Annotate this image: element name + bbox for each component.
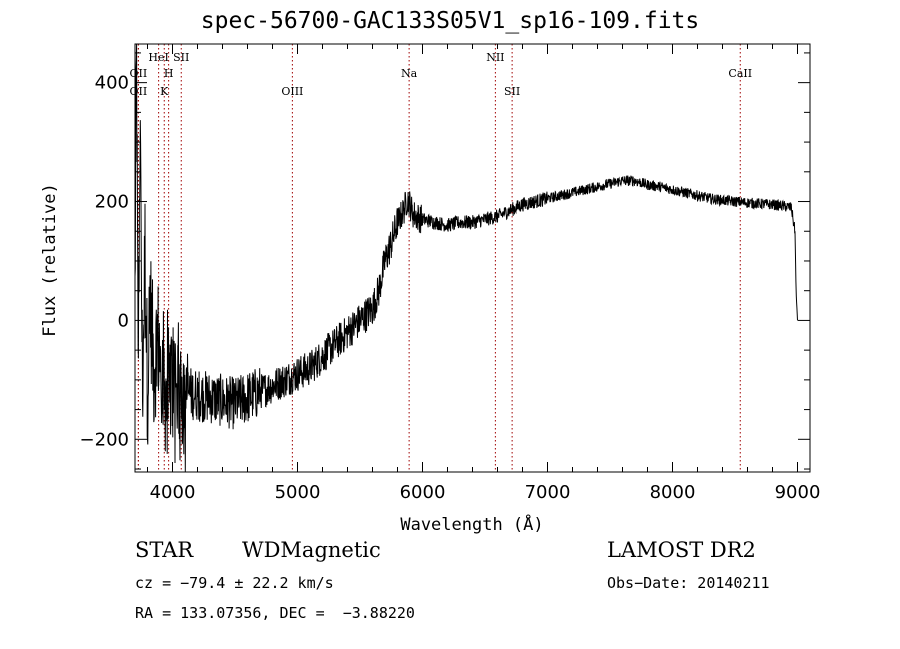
object-subclass: WDMagnetic [242,538,381,562]
redshift-text: cz = −79.4 ± 22.2 km/s [135,574,334,592]
y-tick-label-0: −200 [80,429,129,450]
x-tick-label-4: 8000 [650,482,696,503]
y-tick-label-2: 200 [95,192,129,213]
line-label-9: SII [504,85,520,98]
line-label-2: HeI [148,51,168,64]
plot-frame [134,43,811,473]
obs-date-text: Obs−Date: 20140211 [607,574,770,592]
line-label-10: CaII [728,67,752,80]
line-label-1: OII [130,85,148,98]
x-tick-label-3: 7000 [525,482,571,503]
line-label-3: H [164,67,174,80]
x-axis-label: Wavelength (Å) [400,513,543,535]
x-tick-label-0: 4000 [150,482,196,503]
object-class: STAR [135,538,194,562]
line-label-6: OIII [281,85,303,98]
line-label-0: OII [130,67,148,80]
chart-title: spec-56700-GAC133S05V1_sp16-109.fits [200,8,700,34]
series-layer [134,43,798,473]
x-tick-label-1: 5000 [275,482,321,503]
y-axis-label: Flux (relative) [40,183,60,337]
x-tick-label-2: 6000 [400,482,446,503]
line-label-4: K [160,85,169,98]
survey-name: LAMOST DR2 [607,538,756,562]
line-label-8: NII [486,51,504,64]
y-tick-label-1: 0 [118,310,129,331]
x-tick-label-5: 9000 [775,482,821,503]
coordinates-text: RA = 133.07356, DEC = −3.88220 [135,604,415,622]
y-tick-label-3: 400 [95,73,129,94]
spectrum-line [134,43,798,473]
line-label-7: Na [401,67,418,80]
line-label-5: SII [173,51,189,64]
ticks-layer: 4000 5000 6000 7000 8000 9000 −200 0 200 400 [80,44,821,503]
